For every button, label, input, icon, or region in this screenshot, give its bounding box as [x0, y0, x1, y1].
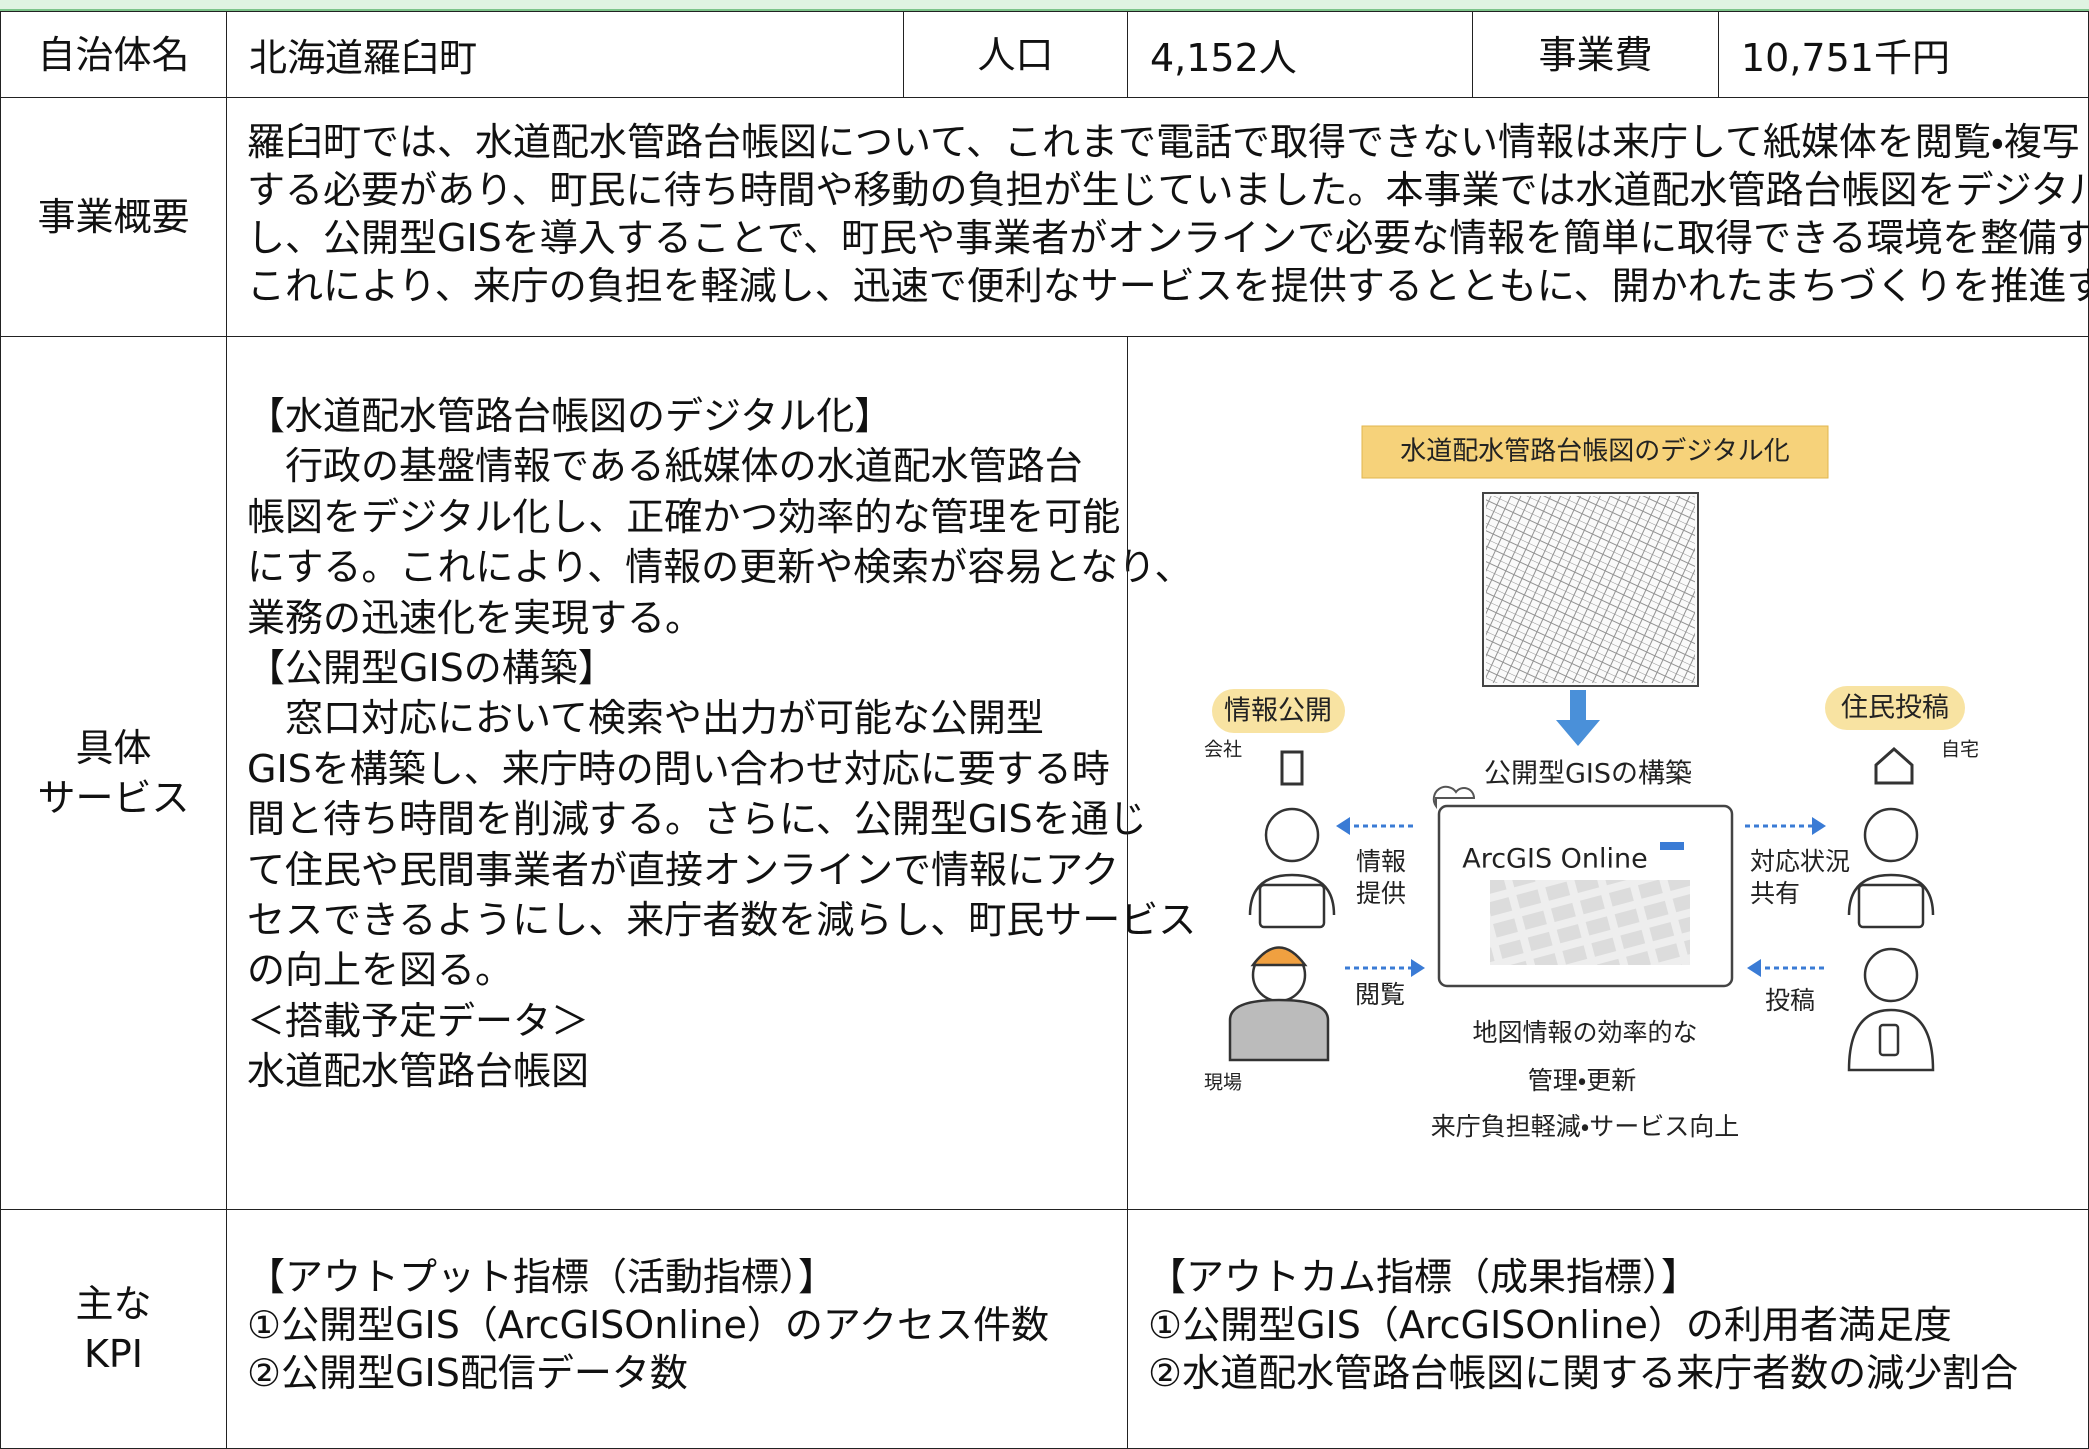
- kpi-outcome: 【アウトカム指標（成果指標）】 ①公開型GIS（ArcGISOnline）の利用者…: [1127, 1209, 2089, 1449]
- cell: 具体 サービス: [0, 336, 227, 1210]
- overview-text: 羅臼町では、水道配水管路台帳図について、これまで電話で取得できない情報は来庁して…: [226, 97, 2089, 337]
- top-strip: [0, 0, 2089, 11]
- cell: 事業概要: [0, 97, 227, 337]
- diagram-cell: [1127, 336, 2089, 1210]
- text-line: 【アウトプット指標（活動指標）】: [247, 1255, 837, 1299]
- text-line: にする。これにより、情報の更新や検索が容易となり、: [247, 545, 1193, 590]
- value: 北海道羅臼町: [249, 36, 478, 80]
- text-line: 【水道配水管路台帳図のデジタル化】: [247, 394, 893, 438]
- text-line: これにより、来庁の負担を軽減し、迅速で便利なサービスを提供するとともに、開かれた…: [247, 264, 2089, 308]
- text-line: て住民や民間事業者が直接オンラインで情報にアク: [247, 847, 1120, 892]
- cell: 10,751千円: [1718, 11, 2089, 98]
- kpi-output: 【アウトプット指標（活動指標）】 ①公開型GIS（ArcGISOnline）のアク…: [226, 1209, 1128, 1449]
- text-line: ①公開型GIS（ArcGISOnline）のアクセス件数: [247, 1303, 1049, 1347]
- service-text: 【水道配水管路台帳図のデジタル化】 行政の基盤情報である紙媒体の水道配水管路台帳…: [226, 336, 1197, 1210]
- text-line: 帳図をデジタル化し、正確かつ効率的な管理を可能: [247, 494, 1121, 539]
- value: 10,751千円: [1741, 36, 1950, 80]
- text-line: し、公開型GISを導入することで、町民や事業者がオンラインで必要な情報を簡単に取…: [247, 216, 2089, 260]
- text-line: サービス: [37, 776, 190, 820]
- cell: 北海道羅臼町: [226, 11, 904, 98]
- text-line: ①公開型GIS（ArcGISOnline）の利用者満足度: [1148, 1303, 1952, 1347]
- label: 事業費: [1538, 32, 1653, 77]
- label: 事業概要: [37, 195, 190, 239]
- text-line: 業務の迅速化を実現する。: [247, 595, 704, 640]
- text-line: 主な: [75, 1282, 152, 1326]
- text-line: 窓口対応において検索や出力が可能な公開型: [247, 696, 1044, 741]
- value: 4,152人: [1150, 36, 1297, 80]
- text-line: セスできるようにし、来庁者数を減らし、町民サービス: [247, 898, 1197, 943]
- text-line: GISを構築し、来庁時の問い合わせ対応に要する時: [247, 746, 1110, 791]
- text-line: 【公開型GISの構築】: [247, 646, 616, 691]
- text-line: 行政の基盤情報である紙媒体の水道配水管路台: [247, 444, 1083, 489]
- cell: 4,152人: [1127, 11, 1473, 98]
- label: 人口: [977, 32, 1054, 77]
- text-line: KPI: [83, 1332, 144, 1376]
- text-line: ②水道配水管路台帳図に関する来庁者数の減少割合: [1148, 1351, 2019, 1395]
- text-line: ②公開型GIS配信データ数: [247, 1351, 688, 1395]
- cell: 事業費: [1472, 11, 1719, 98]
- text-line: 間と待ち時間を削減する。さらに、公開型GISを通じ: [247, 797, 1147, 842]
- label: 自治体名: [37, 32, 190, 77]
- cell: 人口: [903, 11, 1128, 98]
- cell: 主な KPI: [0, 1209, 227, 1449]
- cell: 自治体名: [0, 11, 227, 98]
- text-line: する必要があり、町民に待ち時間や移動の負担が生じていました。本事業では水道配水管…: [247, 168, 2089, 212]
- text-line: 【アウトカム指標（成果指標）】: [1148, 1255, 1700, 1299]
- text-line: 羅臼町では、水道配水管路台帳図について、これまで電話で取得できない情報は来庁して…: [247, 120, 2080, 164]
- text-line: ＜搭載予定データ＞: [247, 998, 590, 1043]
- text-line: の向上を図る。: [247, 948, 514, 993]
- text-line: 具体: [75, 726, 152, 770]
- text-line: 水道配水管路台帳図: [247, 1049, 590, 1094]
